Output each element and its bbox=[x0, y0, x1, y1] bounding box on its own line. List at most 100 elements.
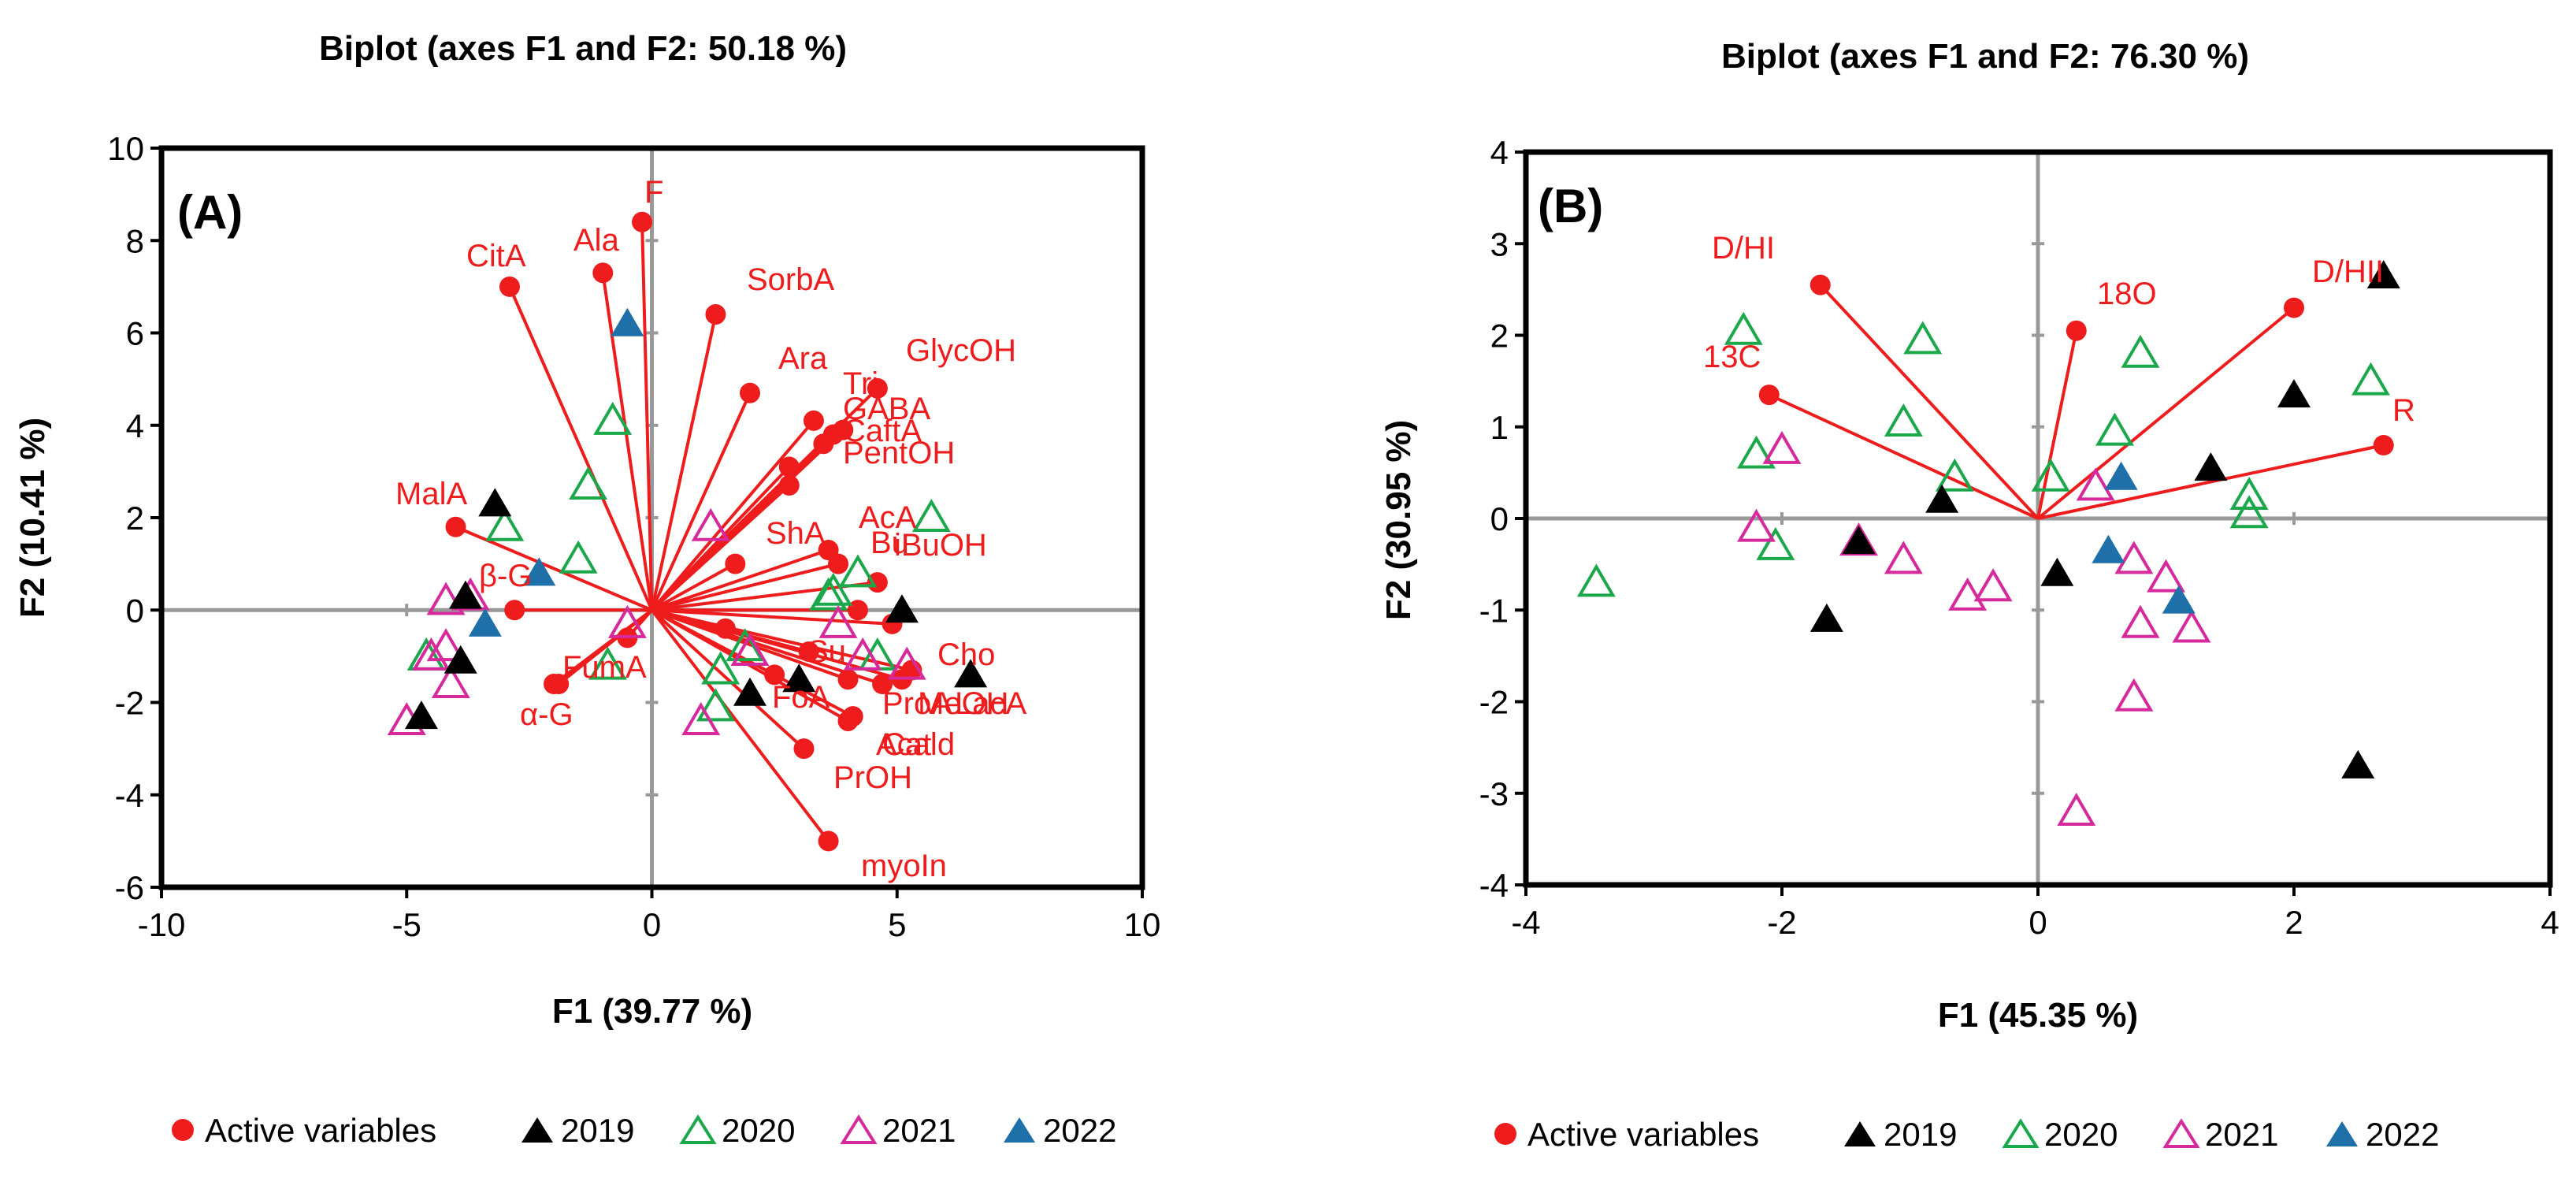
obs-2020-marker bbox=[485, 507, 525, 541]
variable-point bbox=[867, 572, 888, 593]
panel-b-xlabel: F1 (45.35 %) bbox=[1938, 996, 2138, 1035]
variable-point bbox=[2066, 320, 2087, 341]
x-tick-label: -2 bbox=[1767, 904, 1796, 941]
variable-label: myoIn bbox=[861, 849, 947, 883]
variable-vector bbox=[651, 562, 737, 611]
variable-label: CitA bbox=[466, 239, 526, 273]
obs-2021-marker bbox=[2172, 609, 2211, 643]
variable-point bbox=[2373, 435, 2394, 455]
obs-2020-marker bbox=[1756, 526, 1795, 560]
legend-b-2022-marker bbox=[2326, 1121, 2358, 1146]
variable-vector bbox=[651, 562, 839, 612]
variable-vector bbox=[650, 419, 815, 611]
legend-b-active-label: Active variables bbox=[1527, 1116, 1759, 1153]
obs-2020-marker bbox=[588, 646, 627, 680]
panel-b-letter: (B) bbox=[1538, 180, 1603, 232]
obs-2020-marker bbox=[814, 572, 853, 606]
variable-point bbox=[1810, 274, 1831, 295]
variable-label: FoA bbox=[772, 680, 830, 715]
variable-point bbox=[847, 600, 868, 621]
x-tick-label: 10 bbox=[1124, 906, 1161, 943]
obs-2019-marker bbox=[2040, 557, 2074, 586]
variable-label: AcA bbox=[859, 500, 917, 535]
y-tick-label: -6 bbox=[115, 869, 144, 906]
y-tick-label: 0 bbox=[126, 592, 144, 629]
legend-b-2020: 2020 bbox=[2002, 1116, 2118, 1153]
legend-b-2022: 2022 bbox=[2326, 1116, 2439, 1153]
variable-label: D/HI bbox=[1712, 231, 1775, 266]
legend-a-2021-marker bbox=[840, 1114, 878, 1144]
y-tick-label: 4 bbox=[126, 407, 144, 444]
panel-b-title: Biplot (axes F1 and F2: 76.30 %) bbox=[1721, 37, 2249, 76]
variable-label: LacA bbox=[955, 686, 1026, 721]
variable-label: α-G bbox=[520, 697, 573, 732]
variable-label: Cat bbox=[882, 727, 931, 762]
variable-vector bbox=[651, 608, 805, 750]
obs-2019-marker bbox=[885, 594, 919, 623]
obs-2021-marker bbox=[681, 701, 721, 735]
y-tick-label: 1 bbox=[1490, 409, 1509, 446]
x-tick-label: 5 bbox=[888, 906, 906, 943]
variable-label: D/HII bbox=[2312, 255, 2384, 289]
obs-2021-marker bbox=[2147, 559, 2185, 593]
obs-2021-marker bbox=[887, 646, 926, 680]
x-tick-label: 2 bbox=[2285, 904, 2303, 941]
variable-point bbox=[592, 262, 614, 284]
obs-2020-marker bbox=[559, 540, 598, 574]
obs-2021-marker bbox=[2057, 793, 2096, 826]
obs-2019-marker bbox=[2277, 379, 2311, 408]
variable-label: Bu bbox=[870, 526, 909, 560]
obs-2020-marker bbox=[1737, 435, 1776, 469]
variable-label: β-G bbox=[479, 559, 532, 593]
variable-vector bbox=[651, 608, 912, 672]
variable-point bbox=[725, 553, 746, 574]
y-tick-label: -4 bbox=[1479, 867, 1509, 904]
variable-label: ProA bbox=[882, 686, 952, 721]
obs-2020-marker bbox=[593, 401, 633, 435]
variable-point bbox=[813, 433, 834, 455]
variable-vector bbox=[651, 484, 791, 611]
variable-point bbox=[499, 276, 520, 297]
panel-a-title: Biplot (axes F1 and F2: 50.18 %) bbox=[319, 29, 847, 68]
obs-2020-marker bbox=[2229, 495, 2269, 529]
obs-2019-marker bbox=[444, 645, 477, 674]
variable-vector bbox=[601, 272, 654, 611]
variable-label: ShA bbox=[766, 516, 826, 551]
obs-2020-marker bbox=[911, 499, 951, 532]
variable-label: Tri bbox=[843, 366, 878, 401]
legend-b-2021-marker bbox=[2162, 1118, 2200, 1148]
obs-2020-marker bbox=[2229, 476, 2269, 510]
legend-a-2020: 2020 bbox=[679, 1112, 795, 1149]
legend-a-2022-marker bbox=[1004, 1117, 1035, 1143]
variable-point bbox=[778, 456, 800, 478]
obs-2022-marker bbox=[2162, 585, 2196, 614]
variable-label: Cho bbox=[937, 637, 995, 672]
legend-a-2019-marker bbox=[522, 1117, 553, 1143]
variable-point bbox=[867, 377, 888, 399]
obs-2020-marker bbox=[726, 628, 765, 662]
y-tick-label: -4 bbox=[115, 777, 144, 814]
legend-b-2022-label: 2022 bbox=[2366, 1116, 2439, 1153]
legend-a: Active variables 2019 2020 2021 2022 bbox=[172, 1112, 1116, 1149]
variable-label: PentOH bbox=[843, 436, 955, 470]
obs-2021-marker bbox=[818, 604, 858, 638]
variable-label: F bbox=[644, 175, 663, 210]
legend-a-2022: 2022 bbox=[1004, 1112, 1116, 1149]
y-tick-label: 4 bbox=[1490, 134, 1509, 171]
obs-2021-marker bbox=[411, 637, 451, 671]
obs-2021-marker bbox=[426, 628, 466, 662]
obs-2021-marker bbox=[2114, 678, 2154, 712]
x-tick-label: -5 bbox=[392, 906, 421, 943]
x-tick-label: -10 bbox=[138, 906, 186, 943]
obs-2019-marker bbox=[404, 700, 438, 730]
obs-2020-marker bbox=[1935, 458, 1974, 492]
legend-a-active-marker bbox=[172, 1119, 194, 1141]
obs-2020-marker bbox=[2351, 362, 2390, 396]
variable-vector bbox=[651, 548, 830, 612]
variable-point bbox=[778, 474, 800, 496]
obs-2021-marker bbox=[1762, 430, 1802, 464]
obs-2019-marker bbox=[448, 580, 482, 609]
x-tick-label: -4 bbox=[1511, 904, 1540, 941]
variable-label: iBuOH bbox=[894, 528, 987, 563]
